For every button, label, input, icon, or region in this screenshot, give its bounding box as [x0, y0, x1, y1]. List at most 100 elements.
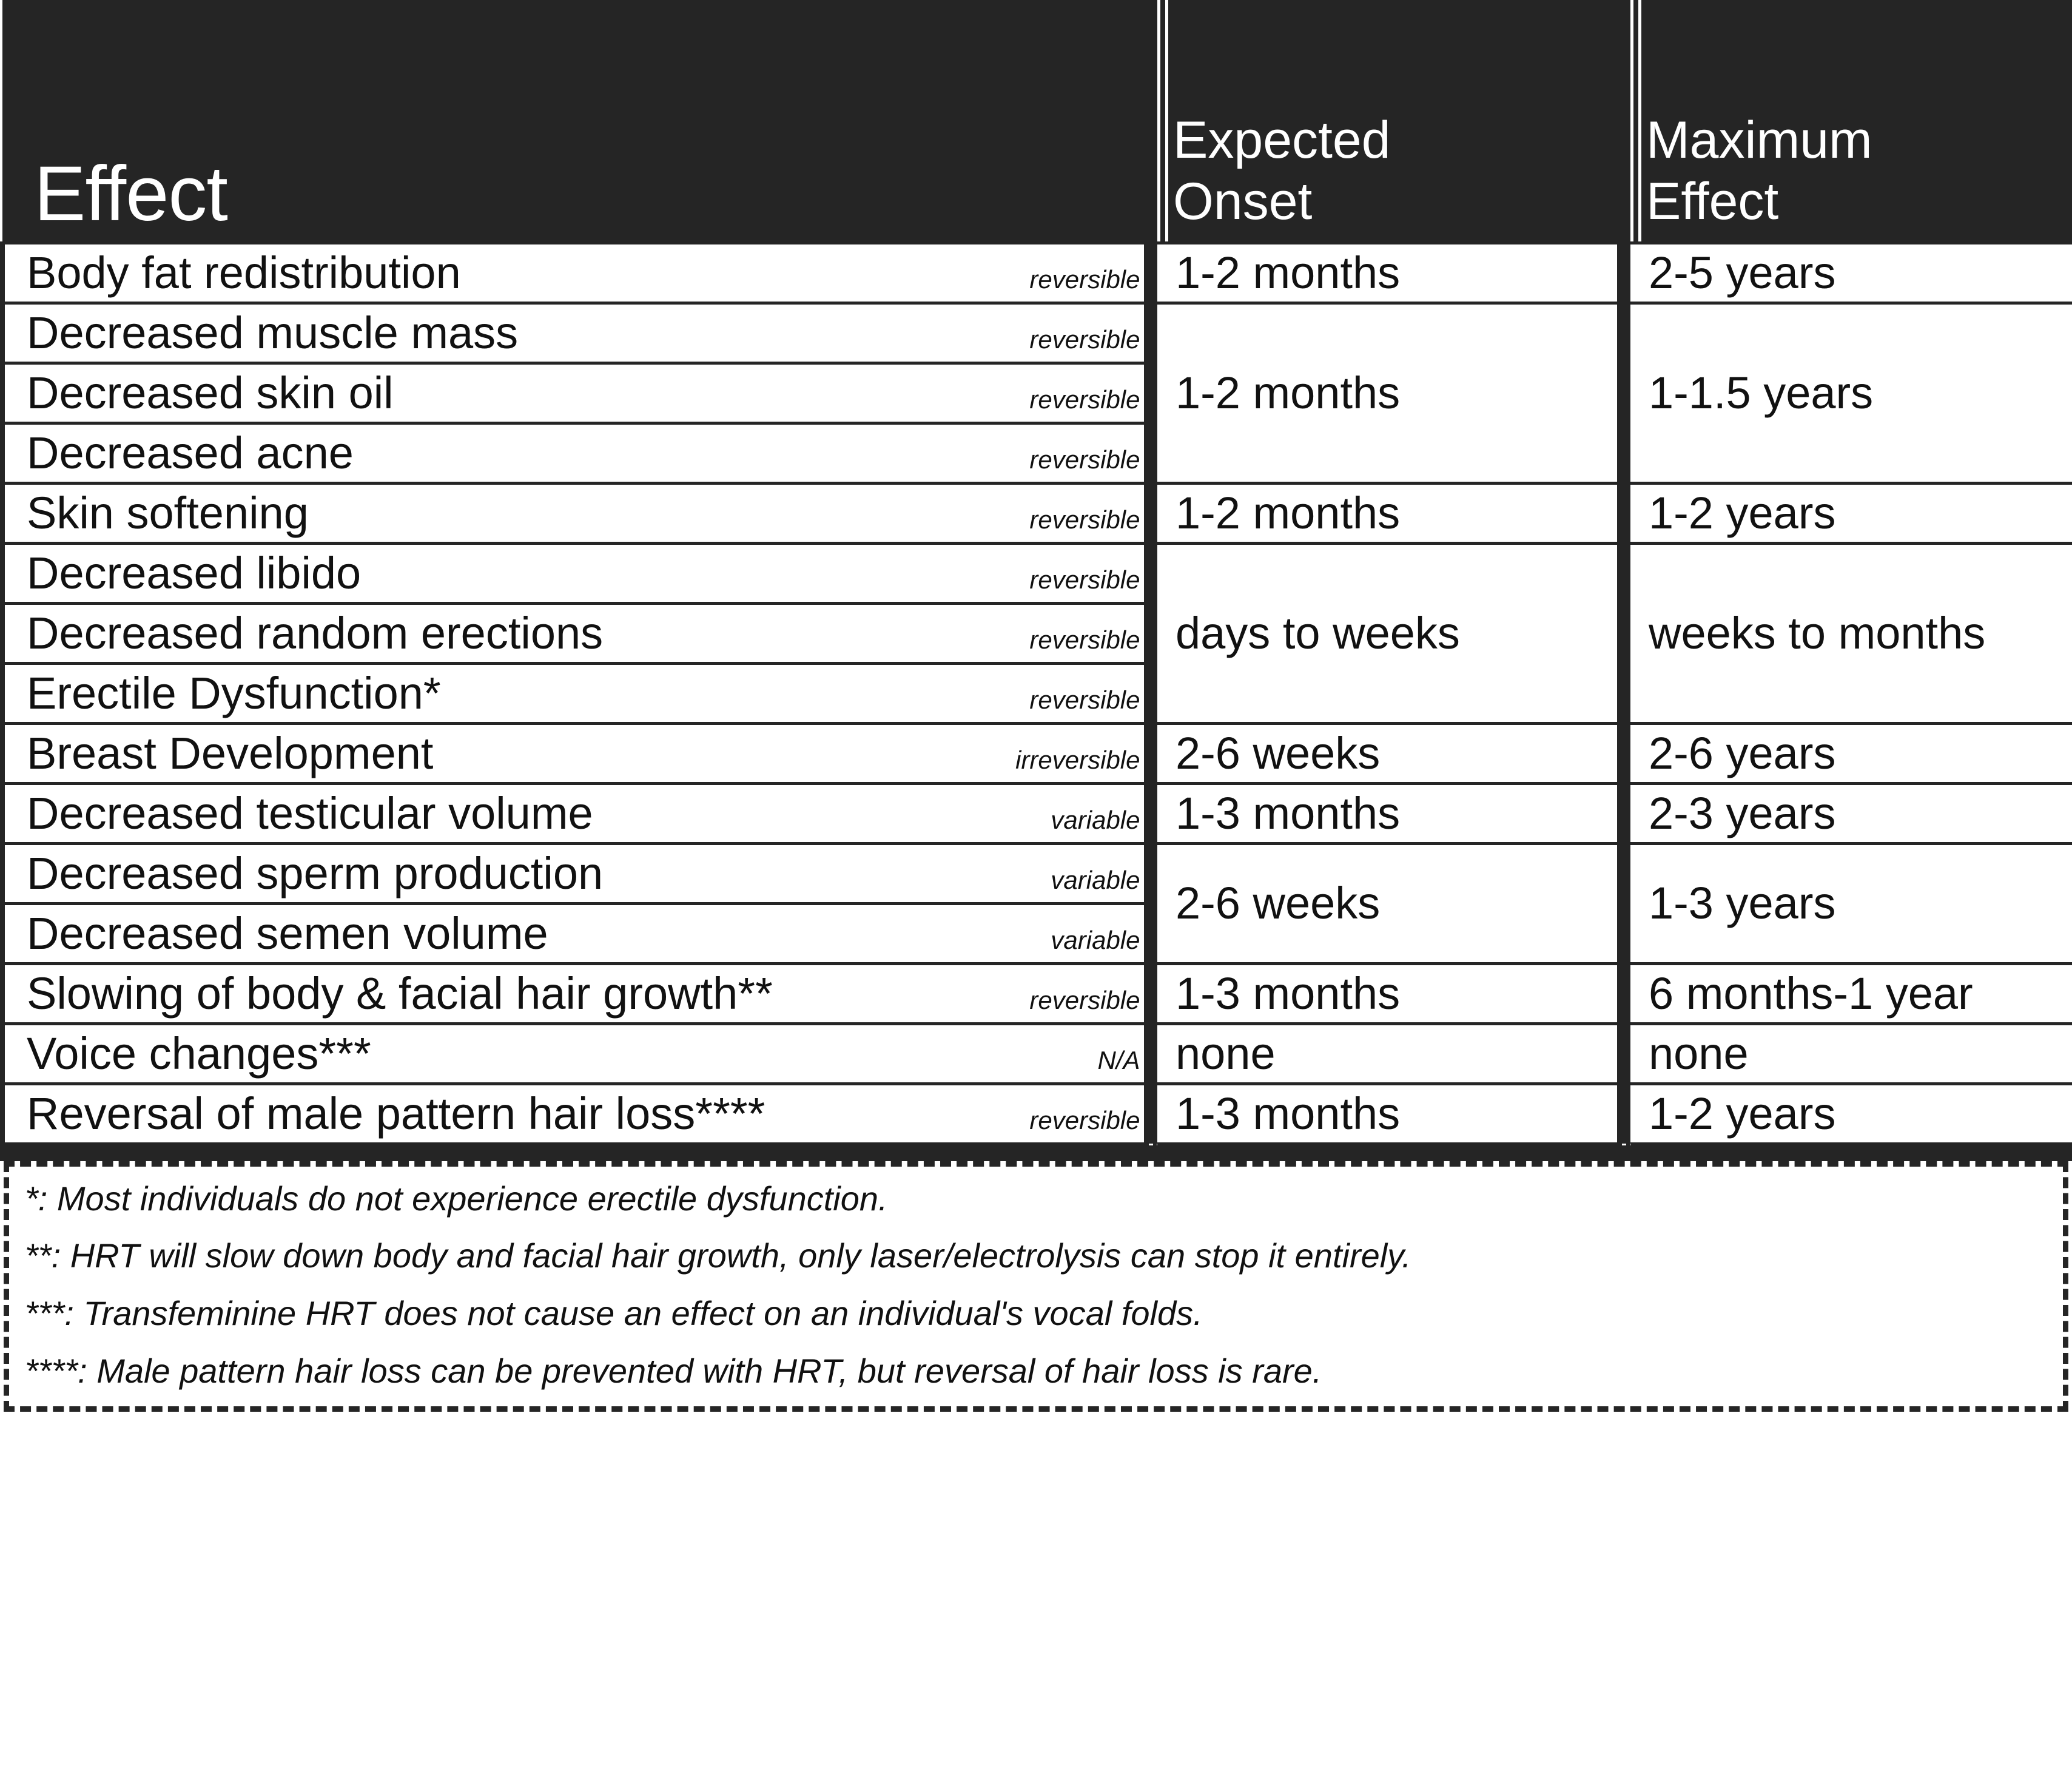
effect-name: Decreased acne — [27, 427, 354, 478]
column-header-expected-onset-line2: Onset — [1173, 172, 1313, 231]
reversibility-label: reversible — [1029, 385, 1140, 414]
reversibility-label: reversible — [1029, 265, 1140, 294]
footnotes-box: *: Most individuals do not experience er… — [4, 1161, 2068, 1412]
effect-name: Decreased libido — [27, 547, 362, 598]
effect-cell: Decreased skin oil reversible — [0, 361, 1147, 425]
table-footnote-divider — [0, 1145, 2072, 1161]
effect-name: Reversal of male pattern hair loss**** — [27, 1088, 765, 1139]
effect-cell: Decreased acne reversible — [0, 421, 1147, 485]
header-gap-2 — [1618, 0, 1630, 243]
effect-cell: Skin softening reversible — [0, 481, 1147, 545]
expected-onset-cell: 2-6 weeks — [1145, 721, 1620, 787]
effect-cell: Decreased random erections reversible — [0, 601, 1147, 665]
reversibility-label: N/A — [1097, 1045, 1140, 1074]
expected-onset-cell: 1-3 months — [1145, 1082, 1620, 1147]
effect-name: Skin softening — [27, 487, 309, 538]
column-header-expected-onset-line1: Expected — [1173, 110, 1391, 169]
reversibility-label: reversible — [1029, 445, 1140, 474]
table-header: Effect Expected Onset Maximum Effect — [2, 0, 2072, 243]
reversibility-label: irreversible — [1015, 745, 1140, 774]
effect-cell: Reversal of male pattern hair loss**** re… — [0, 1082, 1147, 1145]
effect-name: Slowing of body & facial hair growth** — [27, 968, 773, 1019]
effect-cell: Decreased testicular volume variable — [0, 781, 1147, 845]
maximum-effect-cell: 2-5 years — [1618, 241, 2072, 306]
reversibility-label: reversible — [1029, 685, 1140, 714]
effect-cell: Body fat redistribution reversible — [0, 241, 1147, 305]
effect-row-inner: Decreased semen volume variable — [27, 911, 1140, 956]
table-row: Breast Development irreversible 2-6 weeks 2… — [0, 721, 2072, 787]
effect-name: Erectile Dysfunction* — [27, 667, 441, 718]
column-header-maximum-effect-line1: Maximum — [1646, 110, 1872, 169]
expected-onset-cell: 2-6 weeks — [1145, 841, 1620, 967]
table-row: Reversal of male pattern hair loss**** re… — [0, 1082, 2072, 1147]
maximum-effect-cell: none — [1618, 1022, 2072, 1087]
table-body: Body fat redistribution reversible 1-2 mon… — [0, 241, 2072, 1147]
effect-row-inner: Voice changes*** N/A — [27, 1031, 1140, 1076]
column-header-effect: Effect — [2, 0, 1145, 243]
table-row: Decreased sperm production variable 2-6 we… — [0, 841, 2072, 967]
maximum-effect-cell: 2-6 years — [1618, 721, 2072, 787]
effect-cell: Decreased sperm production variable — [0, 841, 1147, 905]
effect-name: Decreased testicular volume — [27, 787, 593, 838]
reversibility-label: reversible — [1029, 985, 1140, 1014]
maximum-effect-cell: 2-3 years — [1618, 781, 2072, 847]
effect-cell: Erectile Dysfunction* reversible — [0, 661, 1147, 725]
reversibility-label: reversible — [1029, 1105, 1140, 1134]
column-header-maximum-effect: Maximum Effect — [1630, 0, 2072, 243]
maximum-effect-cell: 1-2 years — [1618, 1082, 2072, 1147]
effect-cell: Voice changes*** N/A — [0, 1022, 1147, 1085]
effect-cell: Slowing of body & facial hair growth** re… — [0, 962, 1147, 1025]
effect-row-inner: Decreased skin oil reversible — [27, 367, 1140, 418]
table-row: Slowing of body & facial hair growth** re… — [0, 962, 2072, 1027]
header-gap-1 — [1145, 0, 1157, 243]
effect-row-inner: Decreased libido reversible — [27, 547, 1140, 598]
effect-row-inner: Skin softening reversible — [27, 487, 1140, 538]
effect-name: Breast Development — [27, 727, 434, 778]
expected-onset-cell: 1-3 months — [1145, 962, 1620, 1027]
effect-name: Decreased semen volume — [27, 908, 548, 959]
table-row: Body fat redistribution reversible 1-2 mon… — [0, 241, 2072, 306]
effect-row-inner: Decreased sperm production variable — [27, 851, 1140, 896]
table-row: Skin softening reversible 1-2 months 1-2 ye… — [0, 481, 2072, 547]
footnote: *: Most individuals do not experience er… — [25, 1179, 888, 1218]
reversibility-label: variable — [1051, 805, 1140, 834]
effect-cell: Decreased muscle mass reversible — [0, 301, 1147, 365]
expected-onset-cell: none — [1145, 1022, 1620, 1087]
effect-row-inner: Decreased acne reversible — [27, 427, 1140, 478]
effect-row-inner: Decreased random erections reversible — [27, 607, 1140, 658]
effect-row-inner: Slowing of body & facial hair growth** re… — [27, 971, 1140, 1016]
maximum-effect-cell: 1-1.5 years — [1618, 301, 2072, 487]
effect-name: Body fat redistribution — [27, 247, 461, 298]
reversibility-label: variable — [1051, 865, 1140, 894]
maximum-effect-cell: 1-3 years — [1618, 841, 2072, 967]
expected-onset-cell: 1-3 months — [1145, 781, 1620, 847]
effect-row-inner: Breast Development irreversible — [27, 727, 1140, 778]
maximum-effect-cell: 6 months-1 year — [1618, 962, 2072, 1027]
table-row: Decreased muscle mass reversible 1-2 month… — [0, 301, 2072, 487]
reversibility-label: reversible — [1029, 505, 1140, 534]
effect-name: Decreased skin oil — [27, 367, 394, 418]
footnote: ****: Male pattern hair loss can be prev… — [25, 1351, 1322, 1390]
effect-cell: Decreased semen volume variable — [0, 902, 1147, 965]
effect-name: Decreased muscle mass — [27, 307, 519, 358]
expected-onset-cell: 1-2 months — [1145, 301, 1620, 487]
effect-row-inner: Reversal of male pattern hair loss**** re… — [27, 1091, 1140, 1136]
table-row: Decreased skin oil reversible — [0, 361, 2072, 425]
effect-row-inner: Decreased muscle mass reversible — [27, 307, 1140, 358]
effect-name: Decreased random erections — [27, 607, 604, 658]
expected-onset-cell: days to weeks — [1145, 541, 1620, 727]
header-row: Effect Expected Onset Maximum Effect — [2, 0, 2072, 243]
reversibility-label: variable — [1051, 925, 1140, 954]
effect-cell: Breast Development irreversible — [0, 721, 1147, 785]
reversibility-label: reversible — [1029, 325, 1140, 354]
reversibility-label: reversible — [1029, 625, 1140, 654]
effect-name: Decreased sperm production — [27, 848, 604, 898]
footnote: ***: Transfeminine HRT does not cause an… — [25, 1294, 1203, 1333]
expected-onset-cell: 1-2 months — [1145, 481, 1620, 547]
table-row: Voice changes*** N/A none none — [0, 1022, 2072, 1087]
effect-row-inner: Decreased testicular volume variable — [27, 791, 1140, 836]
reversibility-label: reversible — [1029, 565, 1140, 594]
footnote: **: HRT will slow down body and facial h… — [25, 1236, 1411, 1275]
table-row: Decreased libido reversible days to weeks w… — [0, 541, 2072, 727]
